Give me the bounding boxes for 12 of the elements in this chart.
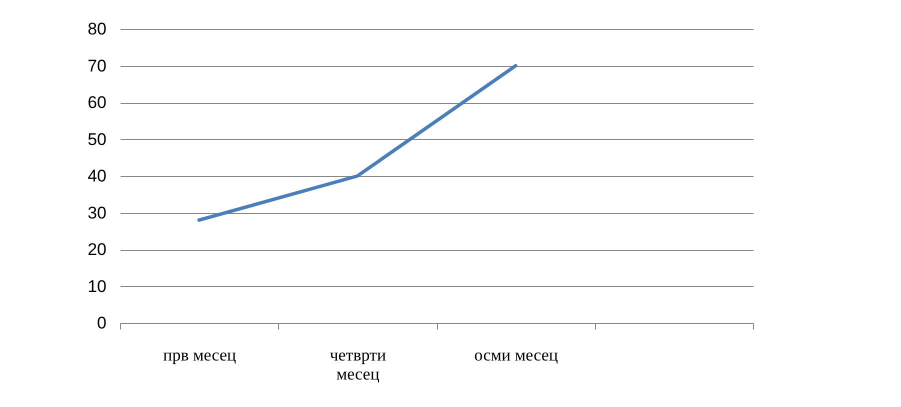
y-tick-label: 20	[88, 240, 106, 259]
y-tick-label: 40	[88, 166, 106, 186]
y-tick-label: 70	[88, 56, 106, 76]
y-tick-label: 10	[88, 276, 106, 296]
y-tick-label: 50	[88, 130, 106, 149]
y-tick-label: 80	[88, 20, 106, 38]
y-tick-label: 0	[97, 314, 106, 332]
y-tick-label: 60	[88, 93, 106, 112]
x-tick-label: прв месец	[163, 346, 236, 364]
x-tick-label: четврти месец	[330, 346, 386, 384]
x-tick-label: осми месец	[474, 346, 558, 364]
y-tick-label: 30	[88, 203, 106, 222]
